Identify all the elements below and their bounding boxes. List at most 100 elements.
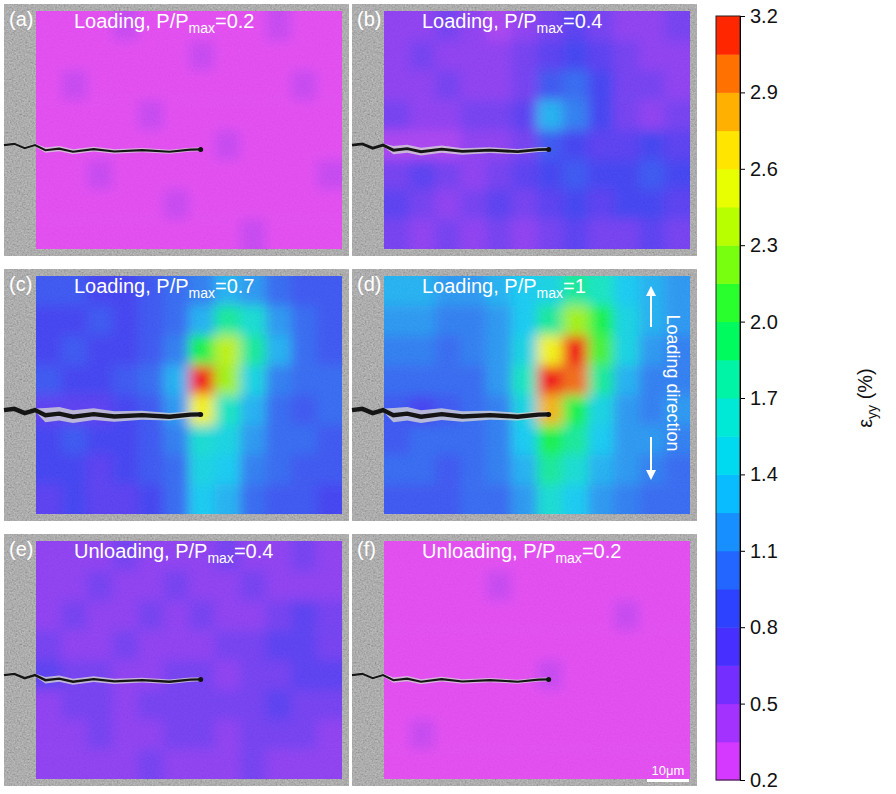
strain-cell <box>215 71 241 101</box>
tick-mark <box>740 92 745 93</box>
crack <box>4 409 201 417</box>
crack <box>4 144 201 152</box>
strain-cell <box>189 601 215 631</box>
strain-cell <box>240 336 266 366</box>
strain-cell <box>317 455 343 485</box>
strain-cell <box>563 720 589 750</box>
strain-cell <box>537 71 563 101</box>
strain-cell <box>189 11 215 41</box>
colorbar-band <box>716 322 740 361</box>
strain-cell <box>317 276 343 306</box>
strain-cell <box>639 365 665 395</box>
strain-cell <box>36 455 62 485</box>
strain-cell <box>563 630 589 660</box>
tick-mark <box>740 16 745 17</box>
strain-cell <box>461 425 487 455</box>
strain-cell <box>461 160 487 190</box>
strain-cell <box>537 690 563 720</box>
strain-cell <box>435 425 461 455</box>
strain-field-smooth <box>384 541 690 779</box>
strain-cell <box>435 219 461 249</box>
strain-cell <box>665 219 691 249</box>
tick-label: 1.1 <box>750 540 778 562</box>
strain-cell <box>87 71 113 101</box>
strain-cell <box>87 365 113 395</box>
strain-cell <box>291 601 317 631</box>
strain-cell <box>138 219 164 249</box>
tick: 0.8 <box>740 616 778 638</box>
strain-cell <box>62 484 88 514</box>
strain-cell <box>614 130 640 160</box>
strain-cell <box>215 190 241 220</box>
strain-cell <box>266 130 292 160</box>
strain-cell <box>435 130 461 160</box>
strain-cell <box>189 571 215 601</box>
colorbar-title-part: (%) <box>854 368 876 405</box>
strain-cell <box>240 160 266 190</box>
strain-cell <box>384 336 410 366</box>
strain-cell <box>435 660 461 690</box>
colorbar-title-part: ε <box>854 419 876 428</box>
tick-label: 1.4 <box>750 463 778 485</box>
strain-cell <box>486 160 512 190</box>
strain-cell <box>164 71 190 101</box>
strain-cell <box>317 160 343 190</box>
sem-background <box>4 269 349 521</box>
colorbar-band <box>716 551 740 590</box>
strain-cell <box>240 71 266 101</box>
colorbar-band <box>716 169 740 208</box>
panel-title: Loading, P/Pmax=0.7 <box>74 275 254 301</box>
strain-cell <box>614 455 640 485</box>
sem-texture <box>352 269 697 521</box>
strain-cell <box>215 365 241 395</box>
strain-cell <box>87 484 113 514</box>
strain-field-smooth <box>36 276 342 514</box>
strain-cell <box>215 425 241 455</box>
strain-cell <box>266 660 292 690</box>
strain-cell <box>537 41 563 71</box>
strain-cell <box>537 395 563 425</box>
tick: 2.6 <box>740 158 778 180</box>
strain-cell <box>384 276 410 306</box>
strain-cell <box>461 306 487 336</box>
colorbar-band <box>716 92 740 131</box>
strain-cell <box>266 630 292 660</box>
strain-cell <box>486 71 512 101</box>
tick-mark <box>740 398 745 399</box>
strain-cell <box>512 41 538 71</box>
strain-cell <box>240 601 266 631</box>
strain-cell <box>410 571 436 601</box>
strain-cell <box>113 306 139 336</box>
strain-cell <box>384 720 410 750</box>
tick-mark <box>740 704 745 705</box>
strain-cell <box>486 484 512 514</box>
strain-cell <box>87 100 113 130</box>
strain-cell <box>588 660 614 690</box>
strain-cell <box>384 571 410 601</box>
strain-cell <box>665 276 691 306</box>
panel: (f)Unloading, P/Pmax=0.210μm <box>352 521 711 794</box>
strain-cell <box>665 601 691 631</box>
tick: 2.3 <box>740 234 778 256</box>
strain-cell <box>639 720 665 750</box>
strain-cell <box>537 190 563 220</box>
strain-cell <box>266 749 292 779</box>
strain-cell <box>665 660 691 690</box>
strain-field <box>36 541 342 779</box>
strain-cell <box>410 660 436 690</box>
strain-cell <box>215 336 241 366</box>
strain-cell <box>138 395 164 425</box>
strain-cell <box>410 425 436 455</box>
strain-cell <box>36 484 62 514</box>
strain-cell <box>189 71 215 101</box>
strain-cell <box>537 219 563 249</box>
strain-cell <box>435 720 461 750</box>
scale-bar-label: 10μm <box>652 763 685 778</box>
strain-cell <box>36 219 62 249</box>
strain-cell <box>36 276 62 306</box>
strain-cell <box>614 306 640 336</box>
strain-cell <box>189 749 215 779</box>
strain-cell <box>36 660 62 690</box>
strain-cell <box>512 306 538 336</box>
colorbar-band <box>716 589 740 628</box>
